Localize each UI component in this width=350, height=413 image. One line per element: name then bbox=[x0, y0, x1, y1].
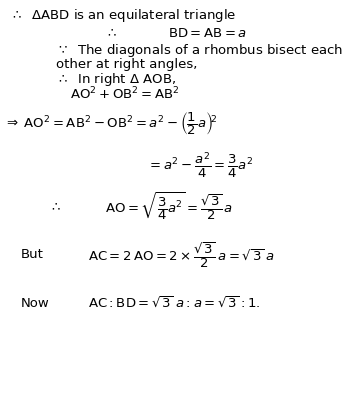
Text: But: But bbox=[21, 247, 44, 261]
Text: $\mathrm{AC : BD} = \sqrt{3}\;a : a = \sqrt{3} : 1.$: $\mathrm{AC : BD} = \sqrt{3}\;a : a = \s… bbox=[88, 295, 260, 310]
Text: $= a^2 - \dfrac{a^2}{4} = \dfrac{3}{4}a^2$: $= a^2 - \dfrac{a^2}{4} = \dfrac{3}{4}a^… bbox=[147, 150, 253, 180]
Text: $\therefore\;$ In right $\Delta$ AOB,: $\therefore\;$ In right $\Delta$ AOB, bbox=[56, 71, 176, 88]
Text: Now: Now bbox=[21, 296, 50, 309]
Text: $\because\;$ The diagonals of a rhombus bisect each: $\because\;$ The diagonals of a rhombus … bbox=[56, 42, 343, 59]
Text: $\mathrm{AC = 2\,AO} = 2 \times \dfrac{\sqrt{3}}{2}\,a = \sqrt{3}\;a$: $\mathrm{AC = 2\,AO} = 2 \times \dfrac{\… bbox=[88, 239, 274, 269]
Text: $\therefore\;$ $\Delta$ABD is an equilateral triangle: $\therefore\;$ $\Delta$ABD is an equilat… bbox=[10, 7, 237, 24]
Text: $\therefore$: $\therefore$ bbox=[105, 26, 117, 40]
Text: $\therefore$: $\therefore$ bbox=[49, 200, 61, 213]
Text: $\mathrm{BD = AB} = a$: $\mathrm{BD = AB} = a$ bbox=[168, 26, 247, 40]
Text: $\mathrm{AO^2 + OB^2 = AB^2}$: $\mathrm{AO^2 + OB^2 = AB^2}$ bbox=[70, 86, 180, 102]
Text: $\Rightarrow\; \mathrm{AO^2 = AB^2 - OB^2} = a^2 - \left(\dfrac{1}{2}a\right)^{\: $\Rightarrow\; \mathrm{AO^2 = AB^2 - OB^… bbox=[4, 109, 217, 137]
Text: $\mathrm{AO} = \sqrt{\dfrac{3}{4}a^2} = \dfrac{\sqrt{3}}{2}\,a$: $\mathrm{AO} = \sqrt{\dfrac{3}{4}a^2} = … bbox=[105, 190, 233, 223]
Text: other at right angles,: other at right angles, bbox=[56, 57, 197, 71]
